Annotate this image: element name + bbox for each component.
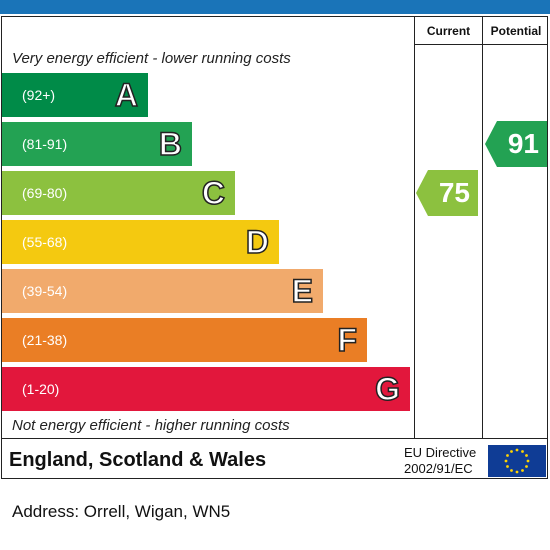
band-letter: E bbox=[291, 272, 314, 310]
footer-divider bbox=[1, 438, 548, 439]
band-a: (92+) A bbox=[2, 73, 148, 117]
band-f: (21-38) F bbox=[2, 318, 367, 362]
eu-flag-icon bbox=[488, 445, 546, 477]
band-letter: B bbox=[158, 125, 183, 163]
band-range-label: (92+) bbox=[22, 87, 56, 103]
band-c: (69-80) C bbox=[2, 171, 235, 215]
eu-directive-line1: EU Directive bbox=[404, 445, 477, 460]
region-label: England, Scotland & Wales bbox=[9, 449, 267, 471]
eu-star-icon bbox=[504, 459, 508, 463]
eu-star-icon bbox=[515, 470, 519, 474]
current-column-header: Current bbox=[426, 24, 471, 38]
address: Address: Orrell, Wigan, WN5 bbox=[12, 502, 231, 521]
eu-star-icon bbox=[506, 454, 509, 457]
eu-star-icon bbox=[510, 469, 513, 472]
eu-star-icon bbox=[515, 448, 519, 452]
inefficient-note: Not energy efficient - higher running co… bbox=[12, 417, 290, 434]
eu-star-icon bbox=[506, 465, 509, 468]
current-rating-arrow-value: 75 bbox=[438, 177, 470, 208]
eu-star-icon bbox=[521, 450, 524, 453]
band-b: (81-91) B bbox=[2, 122, 192, 166]
band-letter: G bbox=[374, 370, 400, 408]
band-letter: C bbox=[201, 174, 226, 212]
potential-rating-arrow-shape bbox=[485, 121, 547, 167]
band-range-label: (81-91) bbox=[22, 136, 68, 152]
current-rating-arrow-shape bbox=[416, 170, 478, 216]
band-letter: D bbox=[245, 223, 270, 261]
title-band bbox=[0, 0, 550, 14]
band-range-label: (1-20) bbox=[22, 381, 60, 397]
potential-rating-arrow-value: 91 bbox=[507, 128, 539, 159]
band-letter: A bbox=[114, 76, 139, 114]
band-letter: F bbox=[337, 321, 358, 359]
band-d: (55-68) D bbox=[2, 220, 279, 264]
band-range-label: (55-68) bbox=[22, 234, 68, 250]
epc-chart-frame bbox=[1, 16, 548, 479]
eu-directive-line2: 2002/91/EC bbox=[404, 461, 473, 476]
current-column-divider bbox=[414, 16, 415, 439]
header-divider bbox=[415, 44, 548, 45]
eu-star-icon bbox=[510, 450, 513, 453]
eu-star-icon bbox=[521, 469, 524, 472]
eu-star-icon bbox=[526, 459, 530, 463]
band-range-label: (21-38) bbox=[22, 332, 68, 348]
band-range-label: (39-54) bbox=[22, 283, 68, 299]
band-range-label: (69-80) bbox=[22, 185, 68, 201]
band-g: (1-20) G bbox=[2, 367, 410, 411]
potential-rating-arrow: 91 bbox=[485, 121, 547, 167]
eu-star-icon bbox=[525, 454, 528, 457]
eu-star-icon bbox=[525, 465, 528, 468]
current-rating-arrow: 75 bbox=[416, 170, 478, 216]
eu-directive: EU Directive 2002/91/EC bbox=[404, 445, 476, 477]
potential-column-divider bbox=[482, 16, 483, 439]
potential-column-header: Potential bbox=[490, 24, 542, 38]
efficient-note: Very energy efficient - lower running co… bbox=[12, 50, 291, 67]
band-e: (39-54) E bbox=[2, 269, 323, 313]
